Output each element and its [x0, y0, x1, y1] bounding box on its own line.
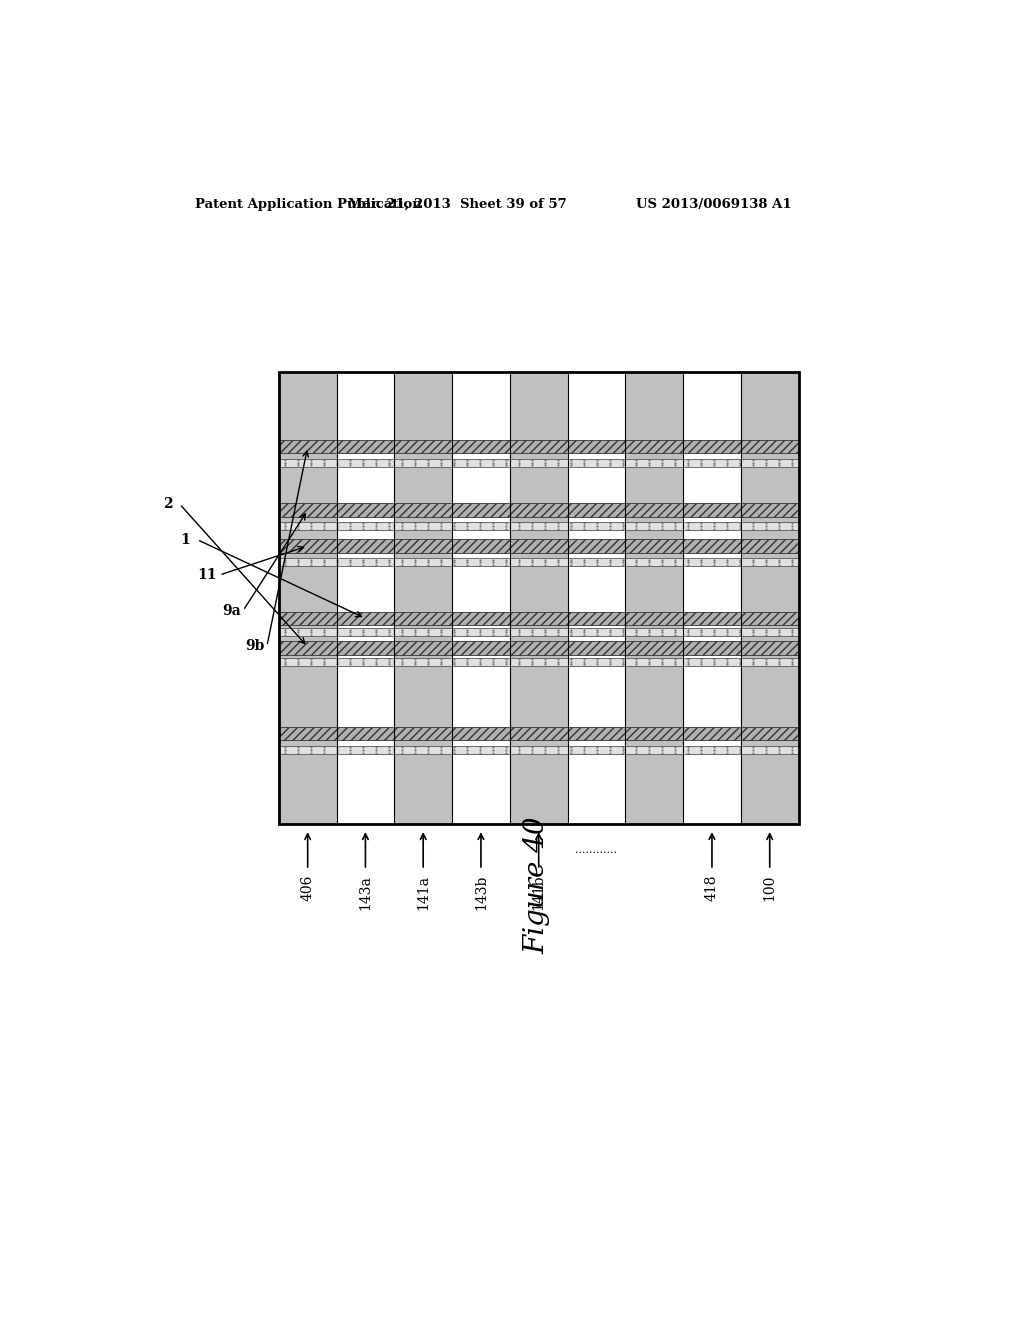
Text: 100: 100	[763, 875, 777, 902]
Bar	[279, 746, 799, 754]
Bar	[279, 521, 799, 531]
Bar	[279, 539, 799, 553]
Text: 143b: 143b	[474, 875, 487, 911]
Bar	[279, 458, 799, 467]
Text: 418: 418	[705, 875, 719, 902]
Bar	[279, 727, 799, 741]
Bar	[279, 628, 799, 636]
Text: ............: ............	[575, 845, 617, 854]
Text: Figure 40: Figure 40	[523, 816, 550, 954]
Bar	[279, 372, 799, 824]
Text: 1: 1	[180, 532, 190, 546]
Text: Patent Application Publication: Patent Application Publication	[196, 198, 422, 211]
Text: 9b: 9b	[246, 639, 264, 653]
Bar	[279, 503, 799, 516]
Bar	[279, 642, 799, 655]
Bar	[279, 372, 799, 824]
Text: 9a: 9a	[222, 603, 241, 618]
Bar	[279, 558, 799, 566]
Bar	[279, 611, 799, 626]
Text: 11: 11	[198, 568, 217, 582]
Text: 141a: 141a	[416, 875, 430, 909]
Bar	[279, 657, 799, 665]
Text: 2: 2	[163, 496, 172, 511]
Text: 141b: 141b	[531, 875, 546, 911]
Text: 406: 406	[301, 875, 314, 902]
Bar	[740, 372, 799, 824]
Bar	[510, 372, 567, 824]
Bar	[279, 372, 337, 824]
Text: 143a: 143a	[358, 875, 373, 909]
Bar	[394, 372, 452, 824]
Bar	[279, 440, 799, 453]
Bar	[626, 372, 683, 824]
Text: US 2013/0069138 A1: US 2013/0069138 A1	[636, 198, 792, 211]
Text: Mar. 21, 2013  Sheet 39 of 57: Mar. 21, 2013 Sheet 39 of 57	[348, 198, 566, 211]
